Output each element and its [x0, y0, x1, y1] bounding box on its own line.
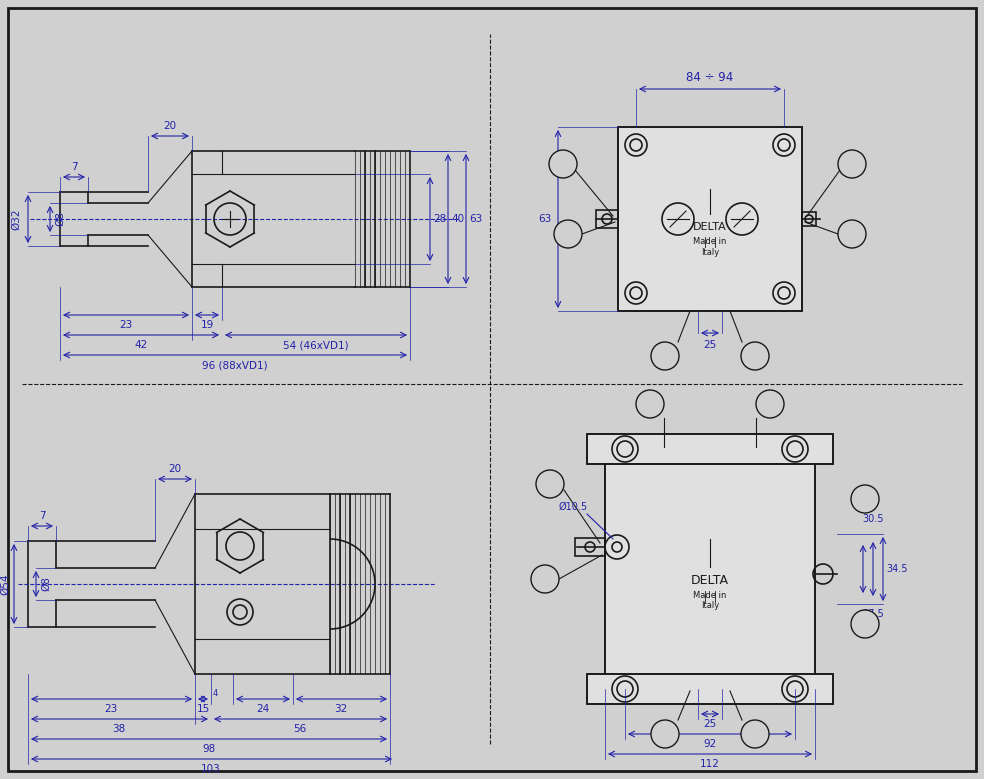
Bar — [587, 674, 833, 704]
Text: 8: 8 — [848, 227, 856, 241]
Circle shape — [536, 470, 564, 498]
Text: 7: 7 — [38, 511, 45, 521]
Text: 20: 20 — [168, 464, 182, 474]
Circle shape — [838, 220, 866, 248]
Text: 23: 23 — [119, 320, 133, 330]
Text: 7: 7 — [71, 162, 78, 172]
Circle shape — [549, 150, 577, 178]
Bar — [587, 674, 833, 704]
Text: 98: 98 — [203, 744, 215, 754]
Circle shape — [741, 342, 769, 370]
Text: 9: 9 — [861, 492, 869, 506]
Text: 6: 6 — [751, 728, 759, 741]
Text: 10: 10 — [537, 573, 553, 586]
Text: 63: 63 — [469, 214, 482, 224]
Circle shape — [851, 610, 879, 638]
Text: 54 (46xVD1): 54 (46xVD1) — [283, 340, 348, 350]
Text: 5: 5 — [661, 350, 669, 362]
Text: 19: 19 — [201, 320, 214, 330]
Bar — [605, 449, 815, 689]
Text: 15: 15 — [197, 704, 210, 714]
Text: 63: 63 — [538, 214, 552, 224]
Bar — [618, 127, 802, 311]
Text: 25: 25 — [704, 719, 716, 729]
Text: 8: 8 — [766, 397, 774, 411]
Text: Italy: Italy — [701, 601, 719, 611]
Text: 8: 8 — [861, 618, 869, 630]
Text: 1: 1 — [559, 157, 567, 171]
Text: Italy: Italy — [701, 248, 719, 256]
Text: Ø10.5: Ø10.5 — [559, 502, 587, 512]
Bar — [618, 127, 802, 311]
Bar — [802, 212, 816, 226]
Text: 7: 7 — [646, 397, 654, 411]
Text: 6: 6 — [751, 350, 759, 362]
Text: 4: 4 — [213, 689, 217, 699]
Circle shape — [651, 720, 679, 748]
Circle shape — [636, 390, 664, 418]
Text: 7: 7 — [564, 227, 572, 241]
Circle shape — [741, 720, 769, 748]
Circle shape — [651, 342, 679, 370]
Bar — [587, 434, 833, 464]
Text: DELTA: DELTA — [691, 574, 729, 587]
Text: 56: 56 — [293, 724, 307, 734]
Text: Ø32: Ø32 — [11, 208, 21, 230]
Text: 9: 9 — [848, 157, 856, 171]
Text: 103: 103 — [201, 764, 220, 774]
Text: 24: 24 — [257, 704, 270, 714]
Text: 40: 40 — [452, 214, 464, 224]
Text: 28: 28 — [433, 214, 447, 224]
Text: 20: 20 — [163, 121, 176, 131]
Text: 92: 92 — [704, 739, 716, 749]
Bar — [605, 449, 815, 689]
Text: Made in: Made in — [694, 237, 727, 245]
Bar — [596, 210, 618, 228]
Text: 1: 1 — [546, 478, 554, 491]
Circle shape — [531, 565, 559, 593]
Text: 5: 5 — [661, 728, 669, 741]
Circle shape — [838, 150, 866, 178]
Text: 112: 112 — [700, 759, 720, 769]
Text: 96 (88xVD1): 96 (88xVD1) — [202, 360, 268, 370]
Text: 30.5: 30.5 — [862, 514, 884, 524]
Text: Ø8: Ø8 — [41, 576, 51, 591]
Text: 27.5: 27.5 — [862, 609, 884, 619]
Text: 38: 38 — [112, 724, 126, 734]
Text: 84 ÷ 94: 84 ÷ 94 — [687, 71, 734, 83]
Bar — [575, 538, 605, 556]
Text: 34.5: 34.5 — [887, 564, 908, 574]
Text: 25: 25 — [704, 340, 716, 350]
Circle shape — [554, 220, 582, 248]
Circle shape — [851, 485, 879, 513]
Circle shape — [756, 390, 784, 418]
Text: 32: 32 — [335, 704, 347, 714]
Bar — [587, 434, 833, 464]
Text: 42: 42 — [135, 340, 148, 350]
Text: Ø54: Ø54 — [0, 573, 10, 594]
Text: Made in: Made in — [694, 590, 727, 600]
Text: Ø8: Ø8 — [55, 212, 65, 227]
Text: 23: 23 — [104, 704, 118, 714]
Text: DELTA: DELTA — [693, 222, 727, 232]
